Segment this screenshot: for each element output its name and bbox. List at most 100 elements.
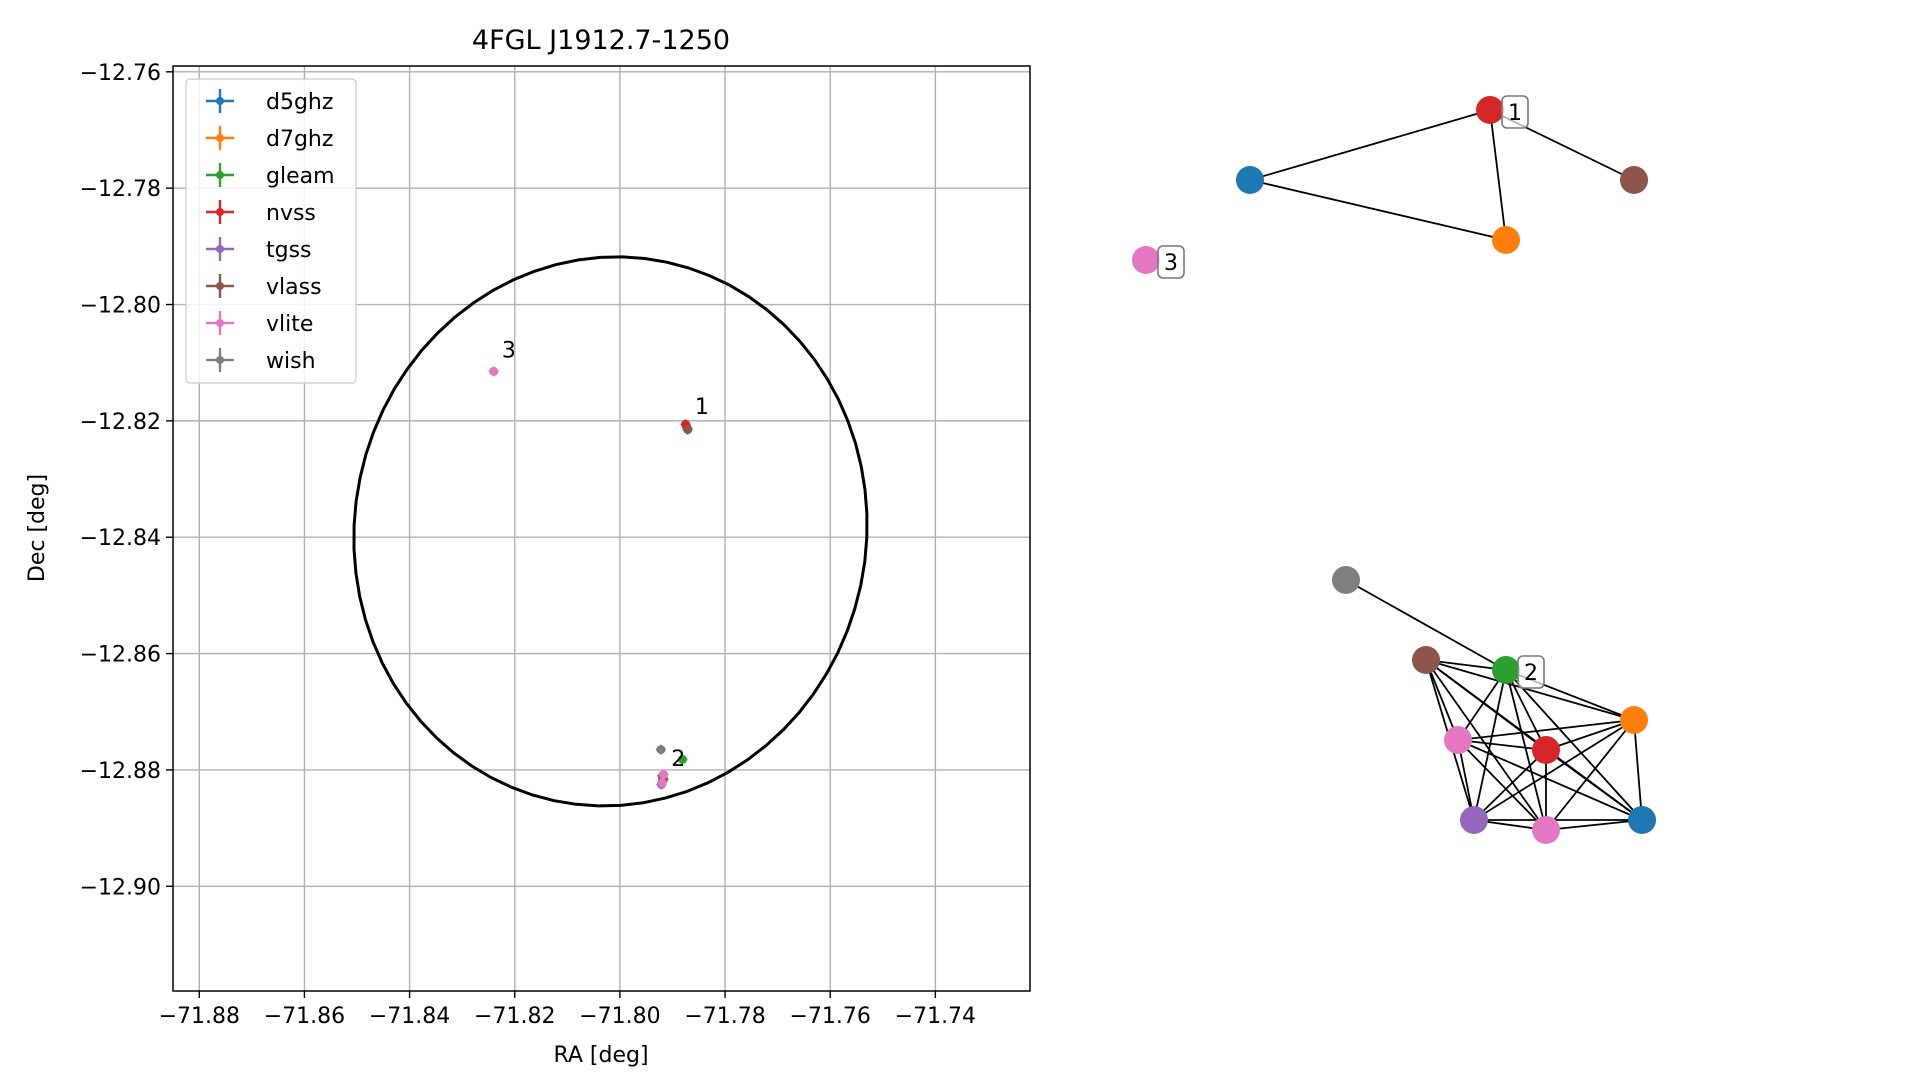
network-edge: [1425, 659, 1547, 831]
y-tick-label: −12.86: [80, 643, 161, 668]
legend-entry-d5ghz: d5ghz: [206, 89, 333, 115]
network-edge: [1473, 719, 1635, 821]
annotation-2: 2: [671, 747, 685, 772]
legend-label: nvss: [266, 201, 316, 226]
legend-marker: [216, 171, 224, 179]
network-edge: [1505, 669, 1547, 751]
network-edges: [1249, 109, 1643, 831]
legend-marker: [216, 97, 224, 105]
network-edge: [1473, 669, 1507, 821]
network-node: [1412, 646, 1440, 674]
network-node: [1492, 226, 1520, 254]
network-labels: 1 3 2: [1157, 95, 1545, 689]
network-edge: [1249, 109, 1491, 181]
x-tick-label: −71.84: [369, 1004, 450, 1029]
legend-marker: [216, 319, 224, 327]
network-edge: [1457, 739, 1643, 821]
legend-marker: [216, 356, 224, 364]
legend-label: d7ghz: [266, 127, 333, 152]
data-points: [488, 366, 693, 790]
network-label-text: 1: [1508, 101, 1522, 126]
network-nodes: [1132, 96, 1656, 844]
axis-ticks: −71.88 −71.86 −71.84 −71.82 −71.80 −71.78 −71.…: [80, 61, 976, 1029]
network-node: [1332, 566, 1360, 594]
point-wish: [656, 745, 666, 755]
network-edge: [1505, 669, 1643, 821]
scatter-panel: 4FGL J1912.7-1250 1 2 3 −71.88 −71.86 −71.84…: [25, 25, 1031, 1068]
network-label-box: [1501, 95, 1529, 129]
x-tick-label: −71.82: [474, 1004, 555, 1029]
legend-marker: [216, 282, 224, 290]
localization-ellipse: [352, 255, 869, 808]
point-vlite: [489, 366, 499, 376]
network-node: [1492, 656, 1520, 684]
annotation-3: 3: [502, 339, 516, 364]
plot-frame: [172, 65, 1031, 992]
network-label-text: 3: [1164, 251, 1178, 276]
network-edge: [1249, 179, 1507, 241]
point-vlite: [659, 770, 669, 780]
network-edge: [1633, 719, 1643, 821]
network-edge: [1545, 749, 1643, 821]
y-tick-label: −12.78: [80, 177, 161, 202]
legend-entry-gleam: gleam: [206, 163, 335, 189]
network-edge: [1457, 739, 1547, 831]
network-node: [1476, 96, 1504, 124]
network-label-1: 1: [1501, 95, 1529, 129]
legend-box: [185, 78, 357, 384]
network-label-2: 2: [1517, 655, 1545, 689]
network-edge: [1425, 659, 1459, 741]
x-tick-label: −71.78: [684, 1004, 765, 1029]
legend-entry-nvss: nvss: [206, 200, 316, 226]
network-edge: [1545, 719, 1635, 831]
annotation-1: 1: [695, 395, 709, 420]
network-node: [1628, 806, 1656, 834]
x-tick-label: −71.88: [159, 1004, 240, 1029]
x-tick-label: −71.76: [789, 1004, 870, 1029]
legend-marker: [216, 245, 224, 253]
legend-marker: [216, 134, 224, 142]
network-edge: [1457, 739, 1547, 751]
y-tick-label: −12.80: [80, 294, 161, 319]
network-label-text: 2: [1524, 661, 1538, 686]
y-tick-label: −12.76: [80, 61, 161, 86]
point-vlite: [657, 778, 667, 788]
y-tick-label: −12.82: [80, 410, 161, 435]
network-edge: [1457, 719, 1635, 741]
network-node: [1132, 246, 1160, 274]
legend-label: d5ghz: [266, 90, 333, 115]
y-tick-label: −12.84: [80, 526, 161, 551]
network-node: [1460, 806, 1488, 834]
legend-label: vlass: [266, 275, 322, 300]
network-edge: [1545, 719, 1635, 751]
network-panel: 1 3 2: [1132, 95, 1656, 844]
point-annotations: 1 2 3: [502, 339, 709, 772]
network-edge: [1473, 749, 1547, 821]
legend-entry-wish: wish: [206, 348, 316, 374]
legend-label: vlite: [266, 312, 313, 337]
network-node: [1532, 816, 1560, 844]
network-edge: [1457, 669, 1507, 741]
network-label-box: [1157, 245, 1185, 279]
y-tick-label: −12.90: [80, 875, 161, 900]
network-edge: [1545, 819, 1643, 831]
legend-label: wish: [266, 349, 316, 374]
network-node: [1532, 736, 1560, 764]
network-edge: [1425, 659, 1635, 721]
network-label-3: 3: [1157, 245, 1185, 279]
legend: d5ghz d7ghz gleam nvss tgss vlass vlite wish: [185, 78, 357, 384]
legend-label: gleam: [266, 164, 335, 189]
network-edge: [1345, 579, 1507, 671]
legend-label: tgss: [266, 238, 312, 263]
legend-entry-tgss: tgss: [206, 237, 312, 263]
network-edge: [1489, 109, 1507, 241]
network-label-box: [1517, 655, 1545, 689]
y-axis-label: Dec [deg]: [25, 474, 50, 582]
legend-entry-vlite: vlite: [206, 311, 313, 337]
network-node: [1620, 166, 1648, 194]
x-tick-label: −71.80: [579, 1004, 660, 1029]
x-tick-label: −71.86: [264, 1004, 345, 1029]
chart-title: 4FGL J1912.7-1250: [472, 25, 730, 56]
network-node: [1620, 706, 1648, 734]
